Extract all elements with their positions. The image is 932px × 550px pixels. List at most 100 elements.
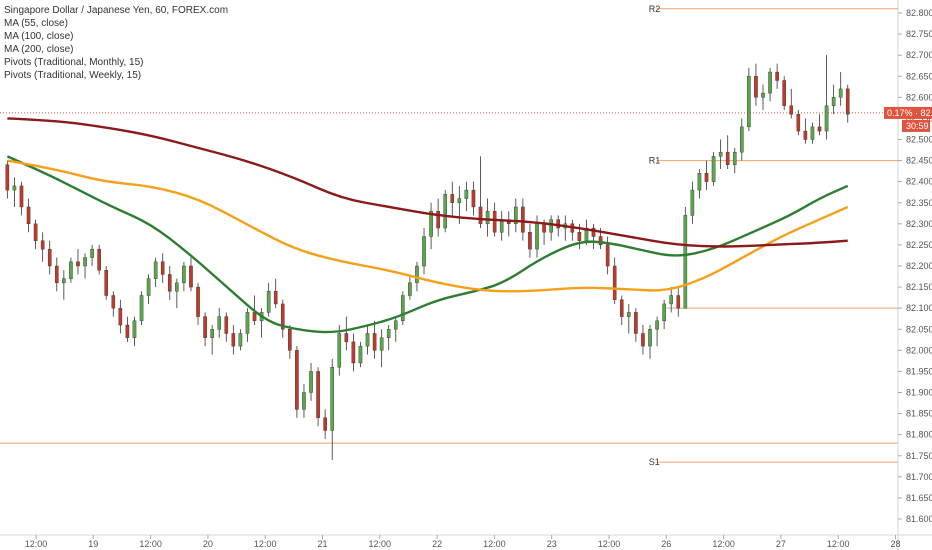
candle-down [273,291,278,305]
legend-ma55: MA (55, close) [4,18,68,29]
candle-up [132,320,137,338]
price-tick-label: 82.150 [906,282,932,292]
candle-down [280,303,285,330]
candle-up [401,295,405,322]
candle-down [676,295,681,309]
candle-down [33,223,38,241]
price-tick-label: 82.250 [906,240,932,250]
pivot-label: R2 [649,4,661,14]
candle-down [196,286,200,317]
candle-down [436,210,440,229]
candle-up [740,126,744,153]
price-tick-label: 82.100 [906,303,932,313]
candle-up [182,265,186,284]
candle-up [514,206,518,225]
countdown-label: 30:59 [906,121,929,131]
time-tick-label: 23 [547,539,557,549]
candle-up [210,329,214,338]
price-tick-label: 82.350 [906,198,932,208]
candle-down [754,76,758,98]
candle-up [365,333,370,347]
candle-up [337,333,342,368]
candle-down [845,88,850,115]
candle-down [54,265,59,284]
time-tick-label: 22 [432,539,442,549]
time-tick-label: 12:00 [254,539,277,549]
candle-up [697,173,702,191]
candle-down [542,223,546,233]
ma100-line [7,159,849,293]
time-tick-label: 21 [317,539,327,549]
candle-down [118,307,123,326]
time-tick-label: 28 [890,539,900,549]
candle-down [40,240,45,250]
candle-down [641,333,645,347]
price-tick-label: 82.800 [906,8,932,18]
candle-down [224,316,229,334]
candle-up [747,76,751,128]
candle-up [648,329,652,347]
candle-up [443,194,448,229]
candle-down [528,232,532,250]
time-tick-label: 12:00 [369,539,392,549]
candle-up [69,261,73,279]
candle-down [167,274,172,292]
candle-down [252,312,257,322]
candle-up [429,210,433,237]
legend-ma200: MA (200, close) [4,44,74,55]
candle-down [612,265,617,300]
candle-up [718,151,723,157]
time-tick-label: 20 [203,539,213,549]
candle-down [160,261,165,275]
candle-down [316,371,320,418]
candle-down [704,173,709,182]
ma55-line [6,155,849,334]
price-tag [884,106,932,119]
candle-up [457,198,462,203]
price-tick-label: 82.200 [906,261,932,271]
candle-down [47,248,52,267]
candle-up [153,261,158,279]
price-tick-label: 81.800 [906,430,932,440]
price-tick-label: 81.650 [906,493,932,503]
candle-up [768,71,772,94]
candle-down [803,130,808,140]
price-tick-label: 81.600 [906,514,932,524]
price-tick-label: 81.700 [906,472,932,482]
candle-down [76,261,80,267]
legend-pivots-weekly: Pivots (Traditional, Weekly, 15) [4,70,142,81]
candle-up [245,312,250,334]
price-tick-label: 82.450 [906,156,932,166]
candle-up [761,92,765,98]
candle-down [26,206,31,225]
candle-up [690,189,695,216]
legend-ma100: MA (100, close) [4,31,74,42]
candle-down [295,350,299,410]
candle-up [393,320,398,330]
candle-up [810,126,815,140]
time-tick-label: 12:00 [483,539,506,549]
candle-up [83,257,87,267]
price-tick-label: 82.750 [906,29,932,39]
candle-down [231,333,236,347]
price-tick-label: 82.300 [906,219,932,229]
candle-up [175,282,179,292]
candle-down [577,232,582,241]
candle-up [549,219,553,233]
candle-up [824,105,829,132]
candle-up [669,295,673,305]
time-tick-label: 26 [661,539,671,549]
price-tick-label: 82.050 [906,324,932,334]
candle-up [238,333,243,347]
candle-down [344,333,349,343]
candle-up [146,278,151,296]
price-tick-label: 82.400 [906,177,932,187]
candle-down [111,295,116,309]
time-tick-label: 27 [776,539,786,549]
candle-down [323,417,327,431]
candle-down [288,329,292,351]
candle-up [415,265,419,284]
candle-up [831,97,836,106]
legend-pivots-monthly: Pivots (Traditional, Monthly, 15) [4,57,144,68]
